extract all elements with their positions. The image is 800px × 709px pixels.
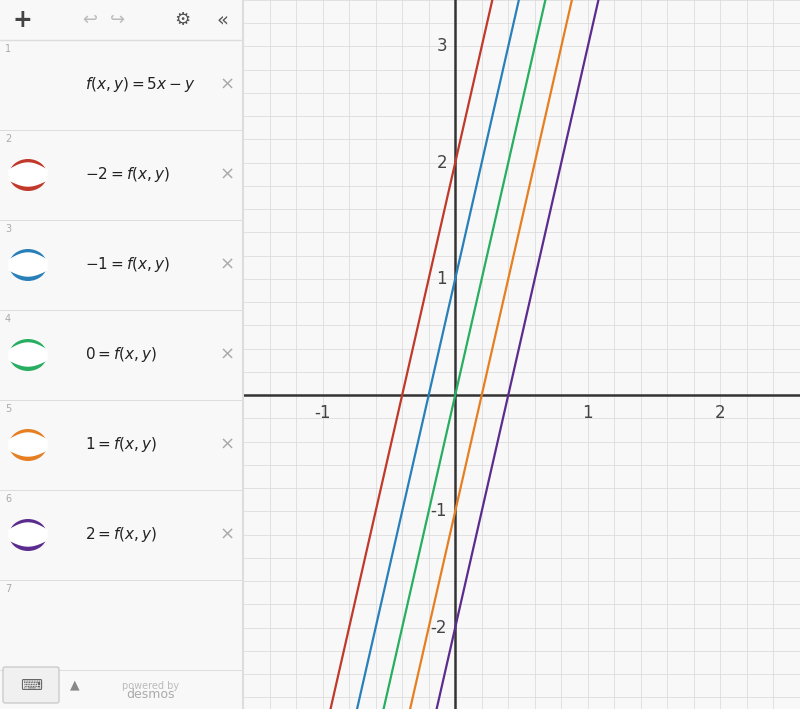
Text: $f(x,y) = 5x-y$: $f(x,y) = 5x-y$ xyxy=(85,75,195,94)
Polygon shape xyxy=(9,163,47,186)
Text: ×: × xyxy=(219,166,234,184)
Text: -1: -1 xyxy=(314,404,331,423)
Text: 1: 1 xyxy=(437,270,447,288)
Text: ×: × xyxy=(219,526,234,544)
Text: 6: 6 xyxy=(5,494,11,504)
Ellipse shape xyxy=(9,159,47,191)
Ellipse shape xyxy=(9,519,47,551)
Text: -1: -1 xyxy=(430,503,447,520)
Text: $-2 = f(x,y)$: $-2 = f(x,y)$ xyxy=(85,165,170,184)
Polygon shape xyxy=(9,253,47,276)
Text: ↪: ↪ xyxy=(110,11,126,29)
Text: 1: 1 xyxy=(582,404,593,423)
Text: 2: 2 xyxy=(715,404,726,423)
Text: 7: 7 xyxy=(5,584,11,594)
Text: ⚙: ⚙ xyxy=(174,11,190,29)
Text: 2: 2 xyxy=(437,154,447,172)
Polygon shape xyxy=(9,343,47,366)
Text: ×: × xyxy=(219,436,234,454)
Text: $2 = f(x,y)$: $2 = f(x,y)$ xyxy=(85,525,157,545)
Text: ×: × xyxy=(219,256,234,274)
Ellipse shape xyxy=(9,429,47,461)
Text: 3: 3 xyxy=(5,224,11,234)
Text: desmos: desmos xyxy=(126,688,175,701)
Polygon shape xyxy=(9,433,47,456)
Text: ↩: ↩ xyxy=(82,11,98,29)
FancyBboxPatch shape xyxy=(3,667,59,703)
Text: powered by: powered by xyxy=(122,681,179,691)
Text: $1 = f(x,y)$: $1 = f(x,y)$ xyxy=(85,435,157,454)
Text: «: « xyxy=(216,11,228,30)
Ellipse shape xyxy=(9,249,47,281)
Text: ×: × xyxy=(219,76,234,94)
Ellipse shape xyxy=(9,339,47,371)
Text: +: + xyxy=(12,8,32,32)
Text: $0 = f(x,y)$: $0 = f(x,y)$ xyxy=(85,345,157,364)
Text: $-1 = f(x,y)$: $-1 = f(x,y)$ xyxy=(85,255,170,274)
Text: 2: 2 xyxy=(5,134,11,144)
Text: ×: × xyxy=(219,346,234,364)
Text: 4: 4 xyxy=(5,314,11,324)
Text: ⌨: ⌨ xyxy=(20,678,42,693)
Text: 3: 3 xyxy=(437,38,447,55)
Text: ▲: ▲ xyxy=(70,679,80,691)
Text: -2: -2 xyxy=(430,619,447,637)
Text: 1: 1 xyxy=(5,44,11,54)
Polygon shape xyxy=(9,523,47,546)
Text: 5: 5 xyxy=(5,404,11,414)
